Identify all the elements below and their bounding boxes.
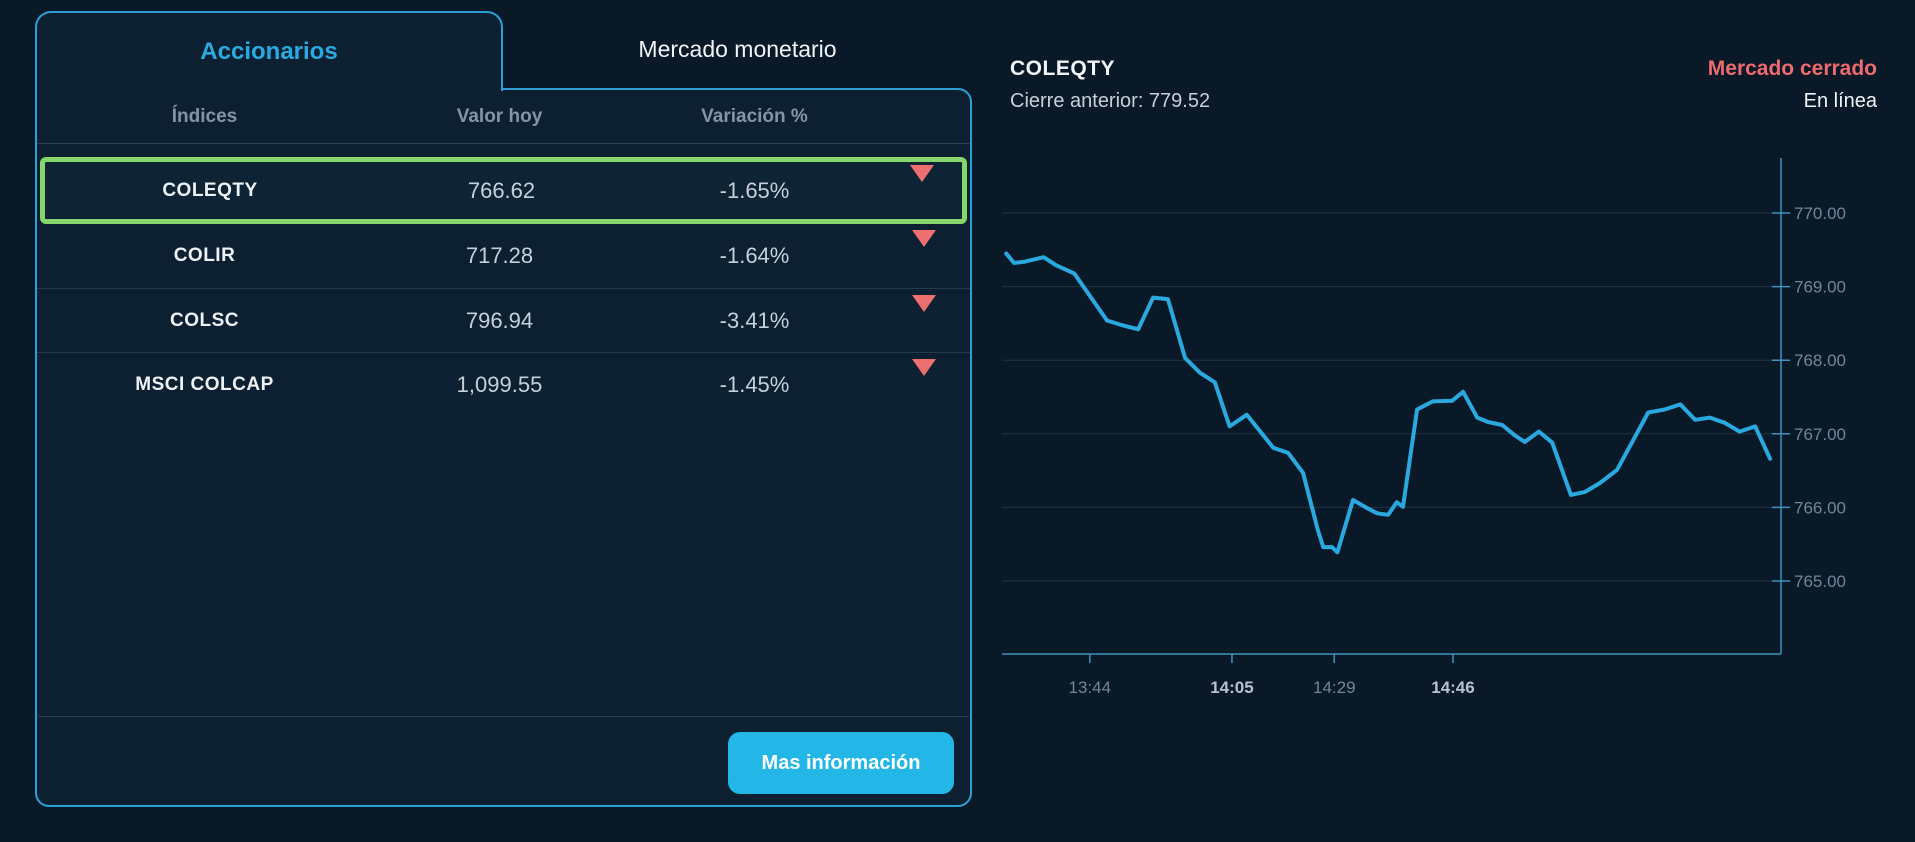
index-name: MSCI COLCAP: [135, 373, 274, 395]
triangle-down-icon: [912, 294, 936, 329]
more-info-button[interactable]: Mas información: [728, 732, 954, 794]
previous-close-label: Cierre anterior: 779.52: [1010, 90, 1211, 112]
online-status-label: En línea: [1803, 90, 1877, 112]
svg-text:13:44: 13:44: [1069, 678, 1112, 697]
triangle-down-icon: [912, 230, 936, 264]
svg-text:14:29: 14:29: [1313, 678, 1356, 697]
svg-text:768.00: 768.00: [1794, 351, 1846, 370]
header-variacion: Variación %: [701, 105, 808, 127]
index-change: -1.45%: [719, 371, 790, 397]
table-row-msci-colcap[interactable]: MSCI COLCAP 1,099.55 -1.45%: [37, 352, 970, 416]
tab-accionarios[interactable]: Accionarios: [35, 11, 503, 91]
header-indices: Índices: [171, 105, 238, 127]
indices-panel: Índices Valor hoy Variación % COLEQTY 76…: [35, 88, 972, 807]
indices-table-header: Índices Valor hoy Variación %: [37, 90, 970, 144]
table-row-coleqty[interactable]: COLEQTY 766.62 -1.65%: [40, 157, 967, 224]
svg-text:769.00: 769.00: [1794, 278, 1846, 297]
index-change: -1.65%: [719, 177, 790, 203]
tab-mercado-monetario-label: Mercado monetario: [638, 36, 837, 62]
index-name: COLSC: [170, 309, 239, 331]
index-value: 717.28: [465, 243, 534, 268]
index-value: 796.94: [465, 307, 534, 333]
price-chart: 770.00 769.00 768.00 767.00 766.00 765.00 13:4…: [1002, 158, 1846, 697]
svg-text:770.00: 770.00: [1794, 204, 1846, 223]
tab-mercado-monetario[interactable]: Mercado monetario: [503, 11, 972, 88]
triangle-down-icon: [912, 358, 936, 393]
index-value: 1,099.55: [456, 371, 543, 397]
chart-title: COLEQTY: [1010, 57, 1116, 80]
triangle-down-icon: [910, 164, 934, 199]
header-valor-hoy: Valor hoy: [456, 105, 543, 127]
svg-text:765.00: 765.00: [1794, 572, 1846, 591]
index-change: -1.64%: [719, 243, 790, 268]
svg-text:14:46: 14:46: [1431, 678, 1474, 697]
svg-text:766.00: 766.00: [1794, 498, 1846, 517]
table-row-colir[interactable]: COLIR 717.28 -1.64%: [37, 224, 970, 288]
index-name: COLIR: [173, 245, 236, 266]
index-name: COLEQTY: [162, 179, 258, 201]
panel-footer-divider: [38, 716, 969, 717]
index-change: -3.41%: [719, 307, 790, 333]
svg-text:767.00: 767.00: [1794, 425, 1846, 444]
svg-text:14:05: 14:05: [1210, 678, 1253, 697]
market-status-badge: Mercado cerrado: [1707, 57, 1877, 80]
table-row-colsc[interactable]: COLSC 796.94 -3.41%: [37, 288, 970, 352]
indices-table-body: COLEQTY 766.62 -1.65% COLIR 717.28 -1.64…: [37, 144, 970, 416]
index-value: 766.62: [467, 177, 536, 203]
tab-accionarios-label: Accionarios: [200, 38, 338, 65]
